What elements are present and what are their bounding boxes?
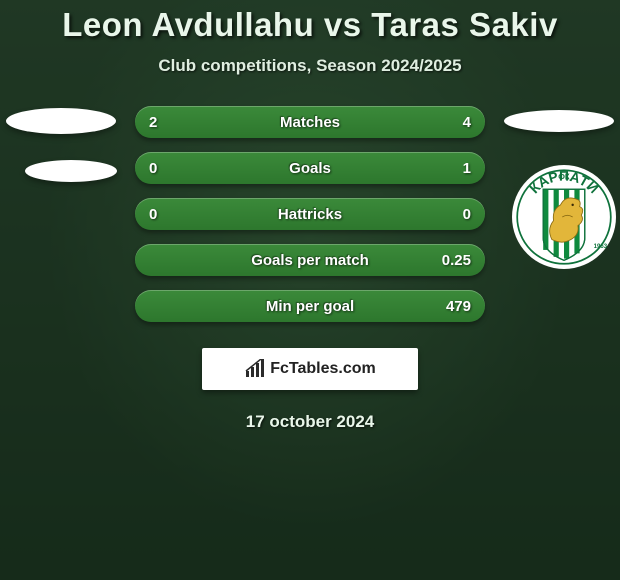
bar-chart-icon	[244, 359, 266, 379]
svg-text:ФК: ФК	[558, 173, 570, 182]
player2-photo-placeholder	[504, 110, 614, 132]
comparison-title: Leon Avdullahu vs Taras Sakiv	[0, 6, 620, 44]
stat-left-value: 2	[149, 106, 157, 138]
stat-right-value: 1	[463, 152, 471, 184]
site-attribution-box[interactable]: FcTables.com	[202, 348, 418, 390]
stat-label: Goals	[289, 160, 331, 177]
stat-row-hattricks: 0 Hattricks 0	[135, 198, 485, 230]
stat-right-value: 0	[463, 198, 471, 230]
snapshot-date: 17 october 2024	[0, 412, 620, 432]
stat-row-goals: 0 Goals 1	[135, 152, 485, 184]
stat-right-value: 479	[446, 290, 471, 322]
content-wrapper: Leon Avdullahu vs Taras Sakiv Club compe…	[0, 0, 620, 432]
stat-label: Matches	[280, 114, 340, 131]
stats-section: КАРПАТИ ФК ЛЬВIВ 1963	[0, 106, 620, 432]
stat-label: Goals per match	[251, 252, 369, 269]
stat-right-value: 0.25	[442, 244, 471, 276]
player1-photo-placeholder-1	[6, 108, 116, 134]
stat-left-value: 0	[149, 198, 157, 230]
season-subtitle: Club competitions, Season 2024/2025	[0, 56, 620, 76]
stat-row-matches: 2 Matches 4	[135, 106, 485, 138]
stat-right-value: 4	[463, 106, 471, 138]
stat-rows: 2 Matches 4 0 Goals 1 0 Hattricks 0 Goal…	[135, 106, 485, 322]
stat-row-min-per-goal: Min per goal 479	[135, 290, 485, 322]
player1-photo-placeholder-2	[25, 160, 117, 182]
stat-label: Min per goal	[266, 298, 354, 315]
club-badge-karpaty: КАРПАТИ ФК ЛЬВIВ 1963	[512, 154, 616, 280]
stat-row-goals-per-match: Goals per match 0.25	[135, 244, 485, 276]
svg-text:1963: 1963	[594, 244, 608, 250]
site-attribution-text: FcTables.com	[270, 360, 376, 378]
stat-left-value: 0	[149, 152, 157, 184]
stat-label: Hattricks	[278, 206, 342, 223]
